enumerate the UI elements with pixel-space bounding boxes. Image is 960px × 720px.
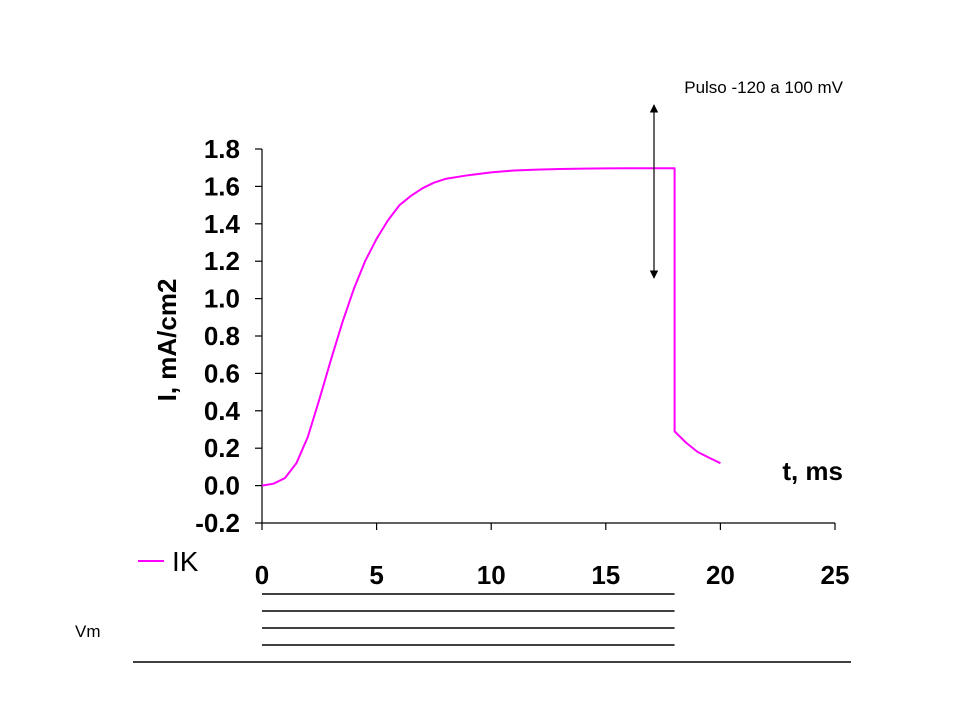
x-axis: 0 5 10 15 20 25 xyxy=(255,522,850,590)
x-tick-label: 25 xyxy=(821,560,850,590)
x-tick-label: 20 xyxy=(706,560,735,590)
vm-label: Vm xyxy=(75,622,101,641)
legend-label-ik: IK xyxy=(172,546,199,577)
y-tick-label: 0.4 xyxy=(204,396,241,426)
y-tick-label: 0.0 xyxy=(204,471,240,501)
x-tick-label: 10 xyxy=(477,560,506,590)
x-axis-title: t, ms xyxy=(782,456,843,486)
y-tick-label: 0.6 xyxy=(204,358,240,388)
x-tick-label: 0 xyxy=(255,560,269,590)
y-tick-label: -0.2 xyxy=(195,508,240,538)
y-axis-title: I, mA/cm2 xyxy=(152,279,182,402)
vm-protocol: Vm xyxy=(75,593,851,663)
series-line-ik xyxy=(261,167,721,487)
pulse-annotation-text: Pulso -120 a 100 mV xyxy=(684,78,843,97)
x-tick-label: 5 xyxy=(369,560,383,590)
y-tick-label: 1.2 xyxy=(204,246,240,276)
y-tick-label: 0.2 xyxy=(204,433,240,463)
legend: IK xyxy=(138,546,199,577)
pulse-annotation: Pulso -120 a 100 mV xyxy=(649,78,844,279)
y-tick-label: 1.6 xyxy=(204,171,240,201)
y-tick-label: 0.8 xyxy=(204,321,240,351)
y-tick-label: 1.0 xyxy=(204,284,240,314)
y-tick-label: 1.4 xyxy=(204,209,241,239)
y-axis: 1.8 1.6 1.4 1.2 1.0 0.8 0.6 0.4 0.2 0.0 -0.2 xyxy=(195,134,263,538)
y-tick-label: 1.8 xyxy=(204,134,240,164)
series-layer xyxy=(261,167,721,487)
x-tick-label: 15 xyxy=(591,560,620,590)
